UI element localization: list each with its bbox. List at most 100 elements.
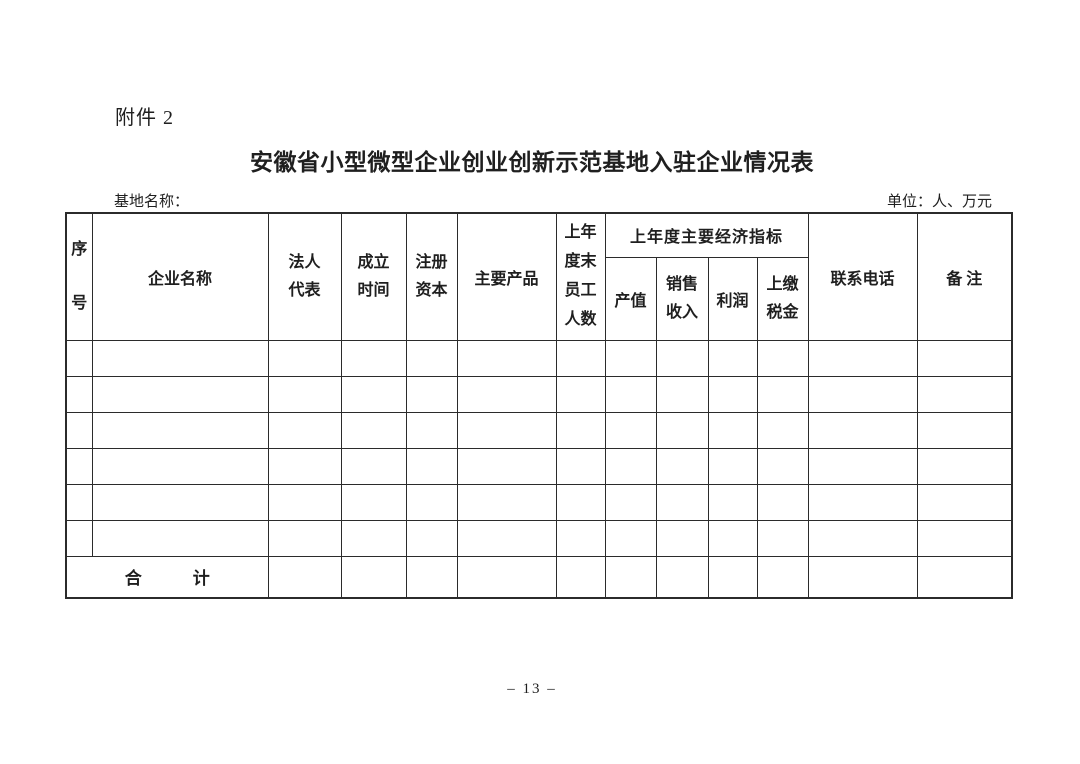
table-cell — [555, 519, 606, 557]
table-cell — [655, 447, 709, 485]
table-cell — [707, 411, 758, 449]
table-body — [65, 339, 1013, 557]
total-row: 合 计 — [65, 555, 1013, 599]
table-cell — [555, 375, 606, 413]
table-cell — [340, 483, 407, 521]
table-cell — [555, 411, 606, 449]
table-cell — [604, 483, 657, 521]
col-header-profit: 利润 — [707, 256, 758, 341]
table-cell — [916, 375, 1013, 413]
table-cell — [756, 447, 809, 485]
table-cell — [807, 519, 918, 557]
table-row — [65, 447, 1013, 485]
table-cell — [65, 375, 93, 413]
col-header-output: 产值 — [604, 256, 657, 341]
col-header-tax: 上缴 税金 — [756, 256, 809, 341]
table-cell — [707, 375, 758, 413]
table-cell — [807, 375, 918, 413]
table-cell — [756, 483, 809, 521]
table-cell — [707, 447, 758, 485]
table-cell — [555, 339, 606, 377]
table-footer: 合 计 — [65, 555, 1013, 599]
table-cell — [91, 375, 269, 413]
table-cell — [655, 411, 709, 449]
col-header-remarks: 备 注 — [916, 212, 1013, 341]
table-cell — [655, 375, 709, 413]
table-row — [65, 339, 1013, 377]
table-cell — [604, 375, 657, 413]
table-cell — [916, 519, 1013, 557]
table-cell — [604, 339, 657, 377]
table-row — [65, 483, 1013, 521]
table-cell — [267, 483, 342, 521]
table-cell — [707, 519, 758, 557]
table-cell — [456, 519, 557, 557]
table-cell — [267, 447, 342, 485]
table-cell — [405, 447, 458, 485]
unit-label: 单位：人、万元 — [886, 194, 992, 210]
table-cell — [340, 375, 407, 413]
table-cell — [91, 447, 269, 485]
table-cell — [807, 555, 918, 599]
page-number: – 13 – — [507, 681, 557, 697]
col-header-seq: 序 号 — [65, 212, 93, 341]
table-cell — [555, 447, 606, 485]
table-cell — [916, 555, 1013, 599]
table-cell — [405, 411, 458, 449]
table-cell — [65, 411, 93, 449]
table-cell — [91, 411, 269, 449]
table-cell — [655, 555, 709, 599]
table-cell — [267, 375, 342, 413]
table-cell — [65, 339, 93, 377]
table-cell — [916, 483, 1013, 521]
table-row — [65, 519, 1013, 557]
table-row — [65, 411, 1013, 449]
table-cell — [267, 339, 342, 377]
page-title: 安徽省小型微型企业创业创新示范基地入驻企业情况表 — [250, 150, 814, 175]
table-cell — [756, 519, 809, 557]
table-cell — [807, 447, 918, 485]
col-header-capital: 注册 资本 — [405, 212, 458, 341]
col-header-founded: 成立 时间 — [340, 212, 407, 341]
col-header-econ-group: 上年度主要经济指标 — [604, 212, 809, 258]
table-cell — [405, 339, 458, 377]
header-row-group: 序 号 企业名称 法人 代表 成立 时间 注册 资本 主要产品 上年 度末 员工… — [65, 212, 1013, 341]
table-meta-row: 基地名称： 单位：人、万元 — [65, 190, 1012, 211]
table-cell — [340, 339, 407, 377]
base-name-label: 基地名称： — [114, 194, 190, 210]
table-header: 序 号 企业名称 法人 代表 成立 时间 注册 资本 主要产品 上年 度末 员工… — [65, 212, 1013, 341]
table-cell — [756, 555, 809, 599]
table-cell — [807, 483, 918, 521]
table-cell — [65, 447, 93, 485]
col-header-seq-text: 序 号 — [71, 240, 88, 312]
table-cell — [916, 411, 1013, 449]
table-cell — [916, 339, 1013, 377]
table-cell — [340, 519, 407, 557]
col-header-sales: 销售 收入 — [655, 256, 709, 341]
table-cell — [405, 555, 458, 599]
table-cell — [267, 555, 342, 599]
table-cell — [405, 519, 458, 557]
table-cell — [655, 339, 709, 377]
table-cell — [91, 519, 269, 557]
table-cell — [604, 411, 657, 449]
table-cell — [604, 519, 657, 557]
table-cell — [756, 339, 809, 377]
table-cell — [604, 555, 657, 599]
table-cell — [707, 555, 758, 599]
table-cell — [456, 375, 557, 413]
col-header-phone: 联系电话 — [807, 212, 918, 341]
table-cell — [91, 483, 269, 521]
table-cell — [405, 375, 458, 413]
col-header-products: 主要产品 — [456, 212, 557, 341]
table-cell — [65, 519, 93, 557]
table-cell — [916, 447, 1013, 485]
header-row-sub: 产值 销售 收入 利润 上缴 税金 — [66, 256, 1012, 341]
table-cell — [756, 375, 809, 413]
table-cell — [807, 339, 918, 377]
col-header-legal-rep: 法人 代表 — [267, 212, 342, 341]
table-cell — [340, 555, 407, 599]
table-cell — [707, 483, 758, 521]
table-cell — [456, 483, 557, 521]
